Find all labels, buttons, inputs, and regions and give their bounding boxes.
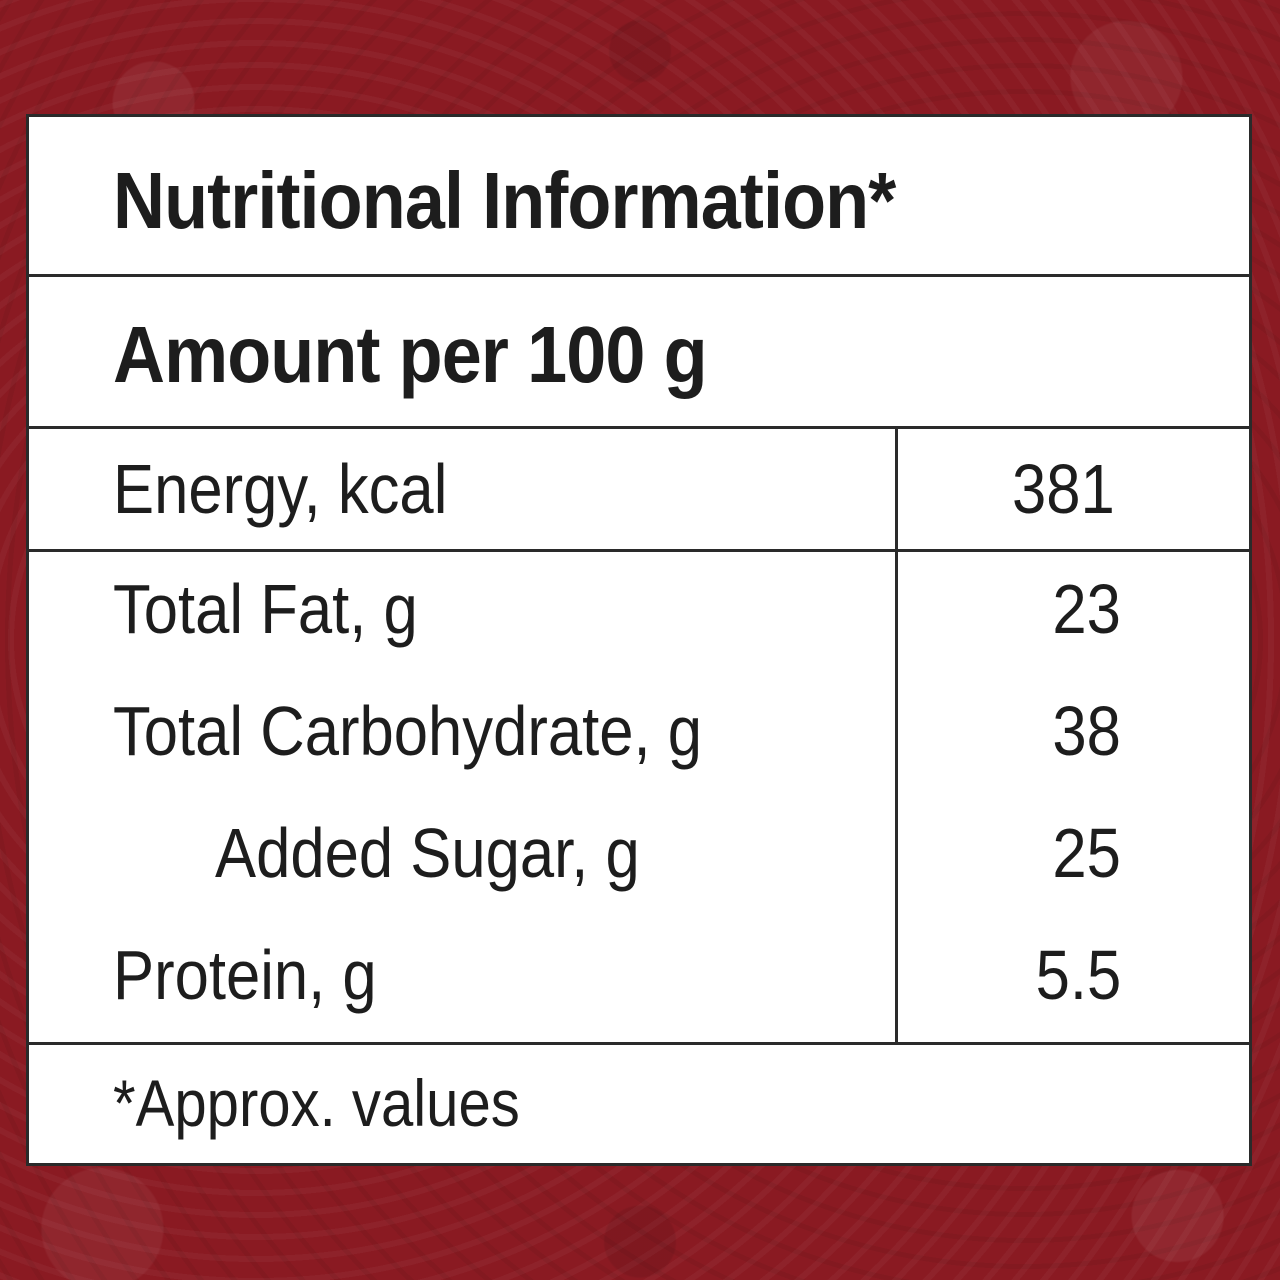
serving-basis-row: Amount per 100 g — [29, 277, 1249, 429]
column-divider — [895, 429, 898, 1042]
nutrient-value: 23 — [1052, 570, 1121, 648]
nutrient-row-energy: Energy, kcal 381 — [29, 435, 1249, 545]
nutrition-title: Nutritional Information* — [113, 156, 896, 245]
nutrient-table: Energy, kcal 381 Total Fat, g 23 Total C… — [29, 429, 1249, 1045]
serving-basis: Amount per 100 g — [113, 310, 708, 399]
nutrient-value: 38 — [1052, 692, 1121, 770]
nutrient-value: 25 — [1052, 814, 1121, 892]
nutrient-value: 381 — [1012, 450, 1115, 528]
title-row: Nutritional Information* — [29, 117, 1249, 277]
nutrient-label: Protein, g — [113, 936, 377, 1014]
nutrient-row-added-sugar: Added Sugar, g 25 — [29, 799, 1249, 909]
nutrient-label: Energy, kcal — [113, 450, 448, 528]
row-divider — [29, 549, 1249, 552]
nutrient-row-total-fat: Total Fat, g 23 — [29, 555, 1249, 665]
nutrient-label: Total Fat, g — [113, 570, 418, 648]
nutrient-value: 5.5 — [1035, 936, 1121, 1014]
footnote-row: *Approx. values — [29, 1045, 1249, 1163]
nutrient-label: Added Sugar, g — [215, 814, 640, 892]
nutrition-facts-panel: Nutritional Information* Amount per 100 … — [26, 114, 1252, 1166]
nutrient-row-protein: Protein, g 5.5 — [29, 921, 1249, 1031]
nutrient-row-total-carbohydrate: Total Carbohydrate, g 38 — [29, 677, 1249, 787]
nutrient-label: Total Carbohydrate, g — [113, 692, 702, 770]
footnote: *Approx. values — [113, 1066, 520, 1140]
